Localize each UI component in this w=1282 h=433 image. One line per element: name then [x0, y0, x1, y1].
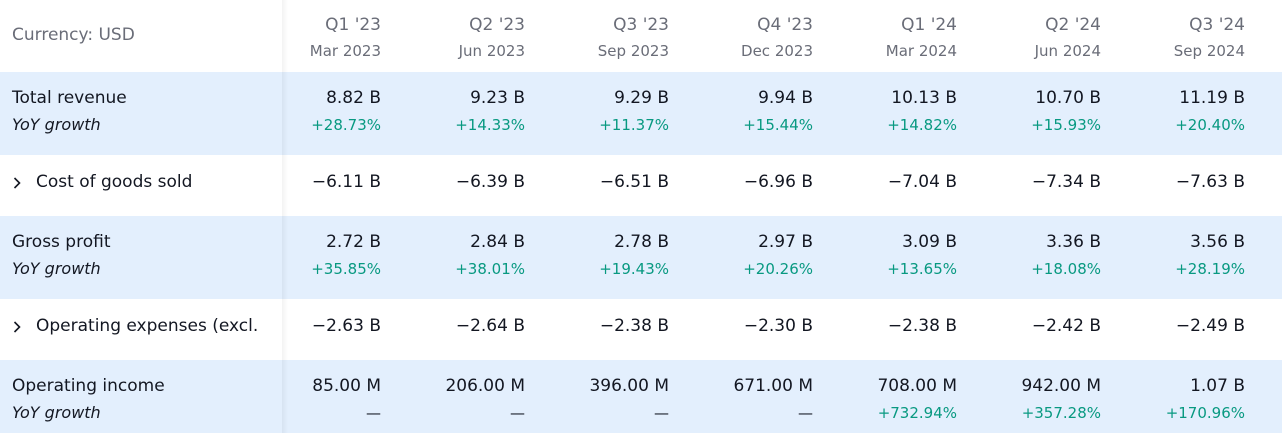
- value-cell: −7.63 B: [1175, 172, 1245, 192]
- row-label: Operating income: [12, 376, 165, 396]
- growth-cell: +18.08%: [1031, 260, 1101, 278]
- value-cell: 206.00 M: [445, 376, 525, 396]
- growth-cell: +35.85%: [311, 260, 381, 278]
- value-cell: 2.84 B: [470, 232, 525, 252]
- table-row-cost-of-goods-sold[interactable]: Cost of goods sold −6.11 B −6.39 B −6.51…: [0, 155, 1282, 216]
- growth-cell: +13.65%: [887, 260, 957, 278]
- value-cell: 2.78 B: [614, 232, 669, 252]
- column-header-q1-24: Q1 '24 Mar 2024: [837, 0, 957, 72]
- growth-cell: +38.01%: [455, 260, 525, 278]
- value-cell: −6.96 B: [743, 172, 813, 192]
- value-cell: 9.29 B: [614, 88, 669, 108]
- value-cell: 671.00 M: [733, 376, 813, 396]
- value-cell: 2.72 B: [326, 232, 381, 252]
- value-cell: −2.49 B: [1175, 316, 1245, 336]
- value-cell: −2.63 B: [311, 316, 381, 336]
- row-label: Gross profit: [12, 232, 111, 252]
- growth-cell: —: [510, 404, 525, 422]
- value-cell: −7.04 B: [887, 172, 957, 192]
- column-header-q3-23: Q3 '23 Sep 2023: [549, 0, 669, 72]
- growth-cell: +28.19%: [1175, 260, 1245, 278]
- quarter-label: Q4 '23: [757, 15, 813, 35]
- table-row-total-revenue: Total revenue YoY growth 8.82 B +28.73% …: [0, 72, 1282, 155]
- value-cell: −2.30 B: [743, 316, 813, 336]
- column-header-q2-23: Q2 '23 Jun 2023: [405, 0, 525, 72]
- value-cell: −2.38 B: [599, 316, 669, 336]
- value-cell: 396.00 M: [589, 376, 669, 396]
- growth-cell: +15.44%: [743, 116, 813, 134]
- value-cell: 3.36 B: [1046, 232, 1101, 252]
- chevron-right-icon[interactable]: [12, 316, 22, 334]
- value-cell: 85.00 M: [312, 376, 381, 396]
- row-label[interactable]: Cost of goods sold: [36, 172, 193, 192]
- period-date-label: Jun 2023: [458, 42, 525, 60]
- table-row-gross-profit: Gross profit YoY growth 2.72 B +35.85% 2…: [0, 216, 1282, 299]
- growth-cell: +14.82%: [887, 116, 957, 134]
- row-sublabel: YoY growth: [12, 403, 101, 422]
- table-row-operating-expenses[interactable]: Operating expenses (excl. −2.63 B −2.64 …: [0, 299, 1282, 360]
- value-cell: 9.23 B: [470, 88, 525, 108]
- chevron-right-icon[interactable]: [12, 172, 22, 190]
- value-cell: 708.00 M: [877, 376, 957, 396]
- quarter-label: Q1 '24: [901, 15, 957, 35]
- row-sublabel: YoY growth: [12, 259, 101, 278]
- quarter-label: Q3 '23: [613, 15, 669, 35]
- period-date-label: Sep 2023: [597, 42, 669, 60]
- value-cell: 2.97 B: [758, 232, 813, 252]
- column-header-q4-23: Q4 '23 Dec 2023: [693, 0, 813, 72]
- value-cell: 10.13 B: [891, 88, 957, 108]
- period-date-label: Dec 2023: [741, 42, 813, 60]
- column-header-q3-24: Q3 '24 Sep 2024: [1125, 0, 1245, 72]
- currency-label: Currency: USD: [12, 25, 135, 45]
- value-cell: −7.34 B: [1031, 172, 1101, 192]
- growth-cell: —: [366, 404, 381, 422]
- row-sublabel: YoY growth: [12, 115, 101, 134]
- value-cell: 8.82 B: [326, 88, 381, 108]
- table-header: Currency: USD Q1 '23 Mar 2023 Q2 '23 Jun…: [0, 0, 1282, 72]
- period-date-label: Sep 2024: [1173, 42, 1245, 60]
- quarter-label: Q1 '23: [325, 15, 381, 35]
- period-date-label: Mar 2023: [309, 42, 381, 60]
- value-cell: 942.00 M: [1021, 376, 1101, 396]
- value-cell: 9.94 B: [758, 88, 813, 108]
- growth-cell: —: [798, 404, 813, 422]
- value-cell: −6.11 B: [311, 172, 381, 192]
- value-cell: −2.64 B: [455, 316, 525, 336]
- value-cell: −6.39 B: [455, 172, 525, 192]
- growth-cell: +357.28%: [1021, 404, 1101, 422]
- column-header-q1-23: Q1 '23 Mar 2023: [261, 0, 381, 72]
- row-label: Total revenue: [12, 88, 127, 108]
- period-date-label: Mar 2024: [885, 42, 957, 60]
- growth-cell: +15.93%: [1031, 116, 1101, 134]
- growth-cell: +19.43%: [599, 260, 669, 278]
- growth-cell: +20.40%: [1175, 116, 1245, 134]
- growth-cell: —: [654, 404, 669, 422]
- value-cell: 11.19 B: [1179, 88, 1245, 108]
- growth-cell: +14.33%: [455, 116, 525, 134]
- quarter-label: Q2 '24: [1045, 15, 1101, 35]
- period-date-label: Jun 2024: [1034, 42, 1101, 60]
- growth-cell: +20.26%: [743, 260, 813, 278]
- row-label[interactable]: Operating expenses (excl.: [36, 316, 259, 336]
- value-cell: 10.70 B: [1035, 88, 1101, 108]
- value-cell: −2.38 B: [887, 316, 957, 336]
- table-row-operating-income: Operating income YoY growth 85.00 M — 20…: [0, 360, 1282, 433]
- value-cell: 1.07 B: [1190, 376, 1245, 396]
- column-header-q2-24: Q2 '24 Jun 2024: [981, 0, 1101, 72]
- value-cell: 3.09 B: [902, 232, 957, 252]
- growth-cell: +732.94%: [877, 404, 957, 422]
- quarter-label: Q2 '23: [469, 15, 525, 35]
- value-cell: −6.51 B: [599, 172, 669, 192]
- value-cell: −2.42 B: [1031, 316, 1101, 336]
- growth-cell: +170.96%: [1165, 404, 1245, 422]
- growth-cell: +11.37%: [599, 116, 669, 134]
- value-cell: 3.56 B: [1190, 232, 1245, 252]
- growth-cell: +28.73%: [311, 116, 381, 134]
- quarter-label: Q3 '24: [1189, 15, 1245, 35]
